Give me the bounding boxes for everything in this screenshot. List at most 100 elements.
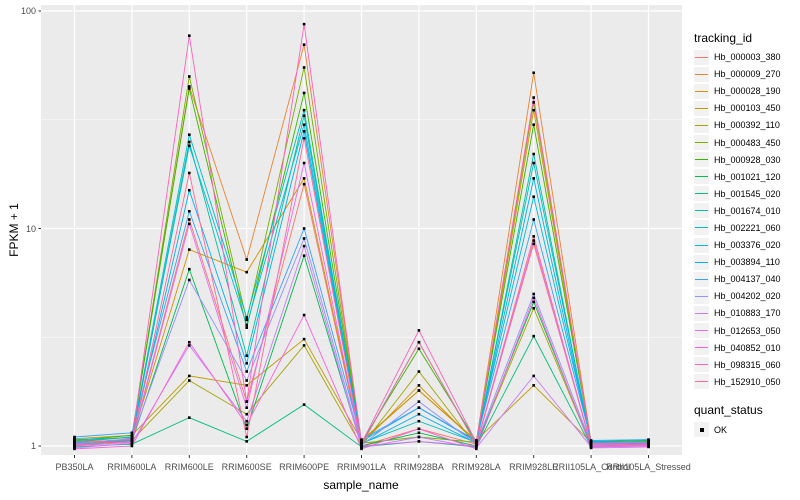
data-point	[647, 442, 650, 446]
legend-key-line-icon	[695, 142, 708, 144]
x-tick-label: RRIM600LA	[107, 462, 157, 472]
legend-entry-label: Hb_000003_380	[714, 52, 781, 63]
legend-entry-label: Hb_000009_270	[714, 69, 781, 80]
x-tick-label: PB350LA	[55, 462, 94, 472]
data-point	[302, 129, 306, 133]
data-point	[417, 419, 421, 423]
data-point	[188, 374, 191, 378]
legend-entry: Hb_012653_050	[694, 322, 781, 339]
data-point	[188, 171, 191, 175]
legend-key-box	[694, 152, 709, 168]
data-point	[302, 403, 306, 406]
data-point	[532, 296, 535, 300]
x-tick-label: RRIM901LA	[336, 462, 387, 472]
data-point	[475, 443, 478, 447]
data-point	[532, 152, 535, 156]
data-point	[475, 439, 478, 442]
point-marker-icon	[699, 427, 704, 432]
legend-entry: Hb_001021_120	[694, 168, 781, 185]
legend-key-box	[694, 100, 709, 116]
legend-entry: Hb_000028_190	[694, 83, 781, 100]
data-point	[188, 133, 191, 136]
x-tick-label: RRII105LA_Stressed	[606, 462, 691, 472]
data-point	[245, 406, 248, 410]
data-point	[245, 427, 248, 431]
data-point	[73, 447, 76, 451]
data-point	[130, 433, 134, 437]
data-point	[417, 400, 421, 403]
data-point	[302, 66, 306, 69]
data-point	[73, 443, 76, 447]
data-point	[475, 440, 478, 444]
legend-entry: Hb_000928_030	[694, 151, 781, 168]
data-point	[417, 435, 421, 439]
legend-key-line-icon	[695, 312, 708, 314]
legend-key-line-icon	[695, 381, 708, 383]
data-point	[302, 91, 306, 95]
data-point	[188, 140, 191, 144]
data-point	[245, 412, 248, 416]
legend-entry: Hb_000483_450	[694, 134, 781, 151]
data-point	[417, 370, 421, 373]
data-point	[417, 412, 421, 416]
legend-key-line-icon	[695, 193, 708, 195]
x-axis-title: sample_name	[323, 478, 399, 492]
legend-key-line-icon	[695, 364, 708, 366]
data-point	[188, 248, 191, 251]
x-tick-label: RRIM600PE	[279, 462, 330, 472]
data-point	[417, 384, 421, 387]
data-point	[302, 108, 306, 112]
legend-entry-label: Hb_001021_120	[714, 171, 781, 182]
data-point	[188, 34, 191, 37]
data-point	[302, 123, 306, 127]
data-point	[130, 444, 134, 448]
data-point	[245, 400, 248, 403]
legend-entry: Hb_003894_110	[694, 254, 781, 271]
data-point	[532, 101, 535, 104]
data-point	[532, 195, 535, 199]
data-point	[245, 423, 248, 427]
legend-key-box	[694, 422, 709, 438]
data-point	[302, 313, 306, 317]
legend-entry: Hb_010883_170	[694, 305, 781, 322]
legend-key-box	[694, 220, 709, 236]
data-point	[245, 440, 248, 443]
data-point	[589, 446, 593, 450]
y-tick-label: 1	[30, 441, 36, 451]
legend-entry-label: Hb_000028_190	[714, 86, 781, 97]
data-point	[302, 344, 306, 347]
data-point	[245, 370, 248, 373]
legend-key-box	[694, 271, 709, 287]
legend-entry: Hb_000009_270	[694, 66, 781, 83]
legend-key-box	[694, 66, 709, 82]
data-point	[245, 316, 248, 319]
legend-key-box	[694, 374, 709, 390]
legend-title-tracking-id: tracking_id	[694, 31, 753, 45]
legend-entry-label: Hb_003376_020	[714, 240, 781, 251]
legend-key-line-icon	[695, 159, 708, 161]
data-point	[360, 441, 363, 445]
legend-entry-label: Hb_001545_020	[714, 188, 781, 199]
legend-entry-label: Hb_002221_060	[714, 222, 781, 233]
legend-key-box	[694, 340, 709, 356]
data-point	[417, 431, 421, 435]
legend-entry: Hb_001674_010	[694, 202, 781, 219]
data-point	[589, 439, 593, 442]
legend-title-quant-status: quant_status	[694, 403, 763, 417]
legend-entry-label: Hb_004202_020	[714, 291, 781, 302]
data-point	[188, 209, 191, 213]
legend-key-box	[694, 357, 709, 373]
data-point	[360, 447, 363, 451]
legend-key-line-icon	[695, 261, 708, 263]
data-point	[188, 75, 191, 78]
data-point	[532, 96, 535, 99]
data-point	[245, 362, 248, 365]
legend-key-line-icon	[695, 124, 708, 126]
legend-key-box	[694, 169, 709, 185]
data-point	[417, 389, 421, 392]
legend-entry-label: Hb_001674_010	[714, 205, 781, 216]
legend-entry-label: Hb_010883_170	[714, 308, 781, 319]
legend-key-line-icon	[695, 347, 708, 349]
data-point	[302, 161, 306, 165]
